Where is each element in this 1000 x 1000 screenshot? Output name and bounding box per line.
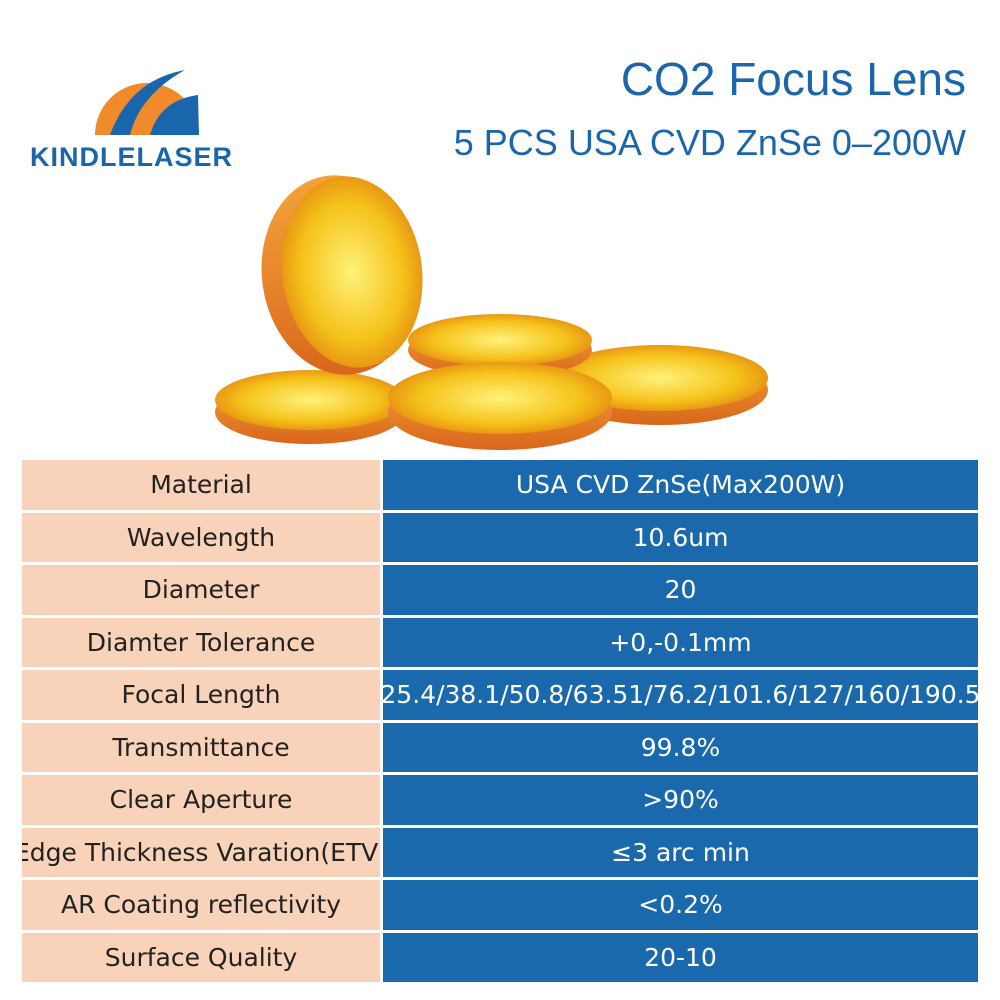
spec-value: +0,-0.1mm bbox=[383, 617, 978, 667]
spec-value: 10.6um bbox=[383, 512, 978, 562]
table-row: Diamter Tolerance +0,-0.1mm bbox=[22, 617, 978, 667]
lenses bbox=[215, 175, 768, 450]
table-row: Transmittance 99.8% bbox=[22, 722, 978, 772]
logo-text: KINDLELASER bbox=[30, 142, 234, 172]
spec-name: Clear Aperture bbox=[22, 775, 380, 825]
logo-mark bbox=[95, 70, 199, 135]
spec-value: ≤3 arc min bbox=[383, 827, 978, 877]
spec-name: Surface Quality bbox=[22, 932, 380, 982]
spec-value: 99.8% bbox=[383, 722, 978, 772]
table-row: Focal Length 25.4/38.1/50.8/63.51/76.2/10… bbox=[22, 670, 978, 720]
spec-value: >90% bbox=[383, 775, 978, 825]
spec-name: Focal Length bbox=[22, 670, 380, 720]
spec-name: AR Coating reflectivity bbox=[22, 880, 380, 930]
spec-name: Diameter bbox=[22, 565, 380, 615]
table-row: AR Coating reflectivity <0.2% bbox=[22, 880, 978, 930]
spec-name: Diamter Tolerance bbox=[22, 617, 380, 667]
table-row: Material USA CVD ZnSe(Max200W) bbox=[22, 460, 978, 510]
artwork bbox=[95, 70, 768, 450]
spec-value: <0.2% bbox=[383, 880, 978, 930]
table-row: Clear Aperture >90% bbox=[22, 775, 978, 825]
title: CO2 Focus Lens bbox=[620, 53, 966, 105]
table-row: Diameter 20 bbox=[22, 565, 978, 615]
spec-name: Edge Thickness Varation(ETV) bbox=[22, 827, 380, 877]
spec-name: Transmittance bbox=[22, 722, 380, 772]
spec-name: Material bbox=[22, 460, 380, 510]
table-row: Surface Quality 20-10 bbox=[22, 932, 978, 982]
subtitle: 5 PCS USA CVD ZnSe 0–200W bbox=[453, 122, 966, 163]
table-row: Wavelength 10.6um bbox=[22, 512, 978, 562]
spec-table: Material USA CVD ZnSe(Max200W) Wavelength 1… bbox=[22, 460, 978, 985]
spec-value: USA CVD ZnSe(Max200W) bbox=[383, 460, 978, 510]
spec-name: Wavelength bbox=[22, 512, 380, 562]
spec-value: 20-10 bbox=[383, 932, 978, 982]
spec-value: 20 bbox=[383, 565, 978, 615]
spec-value: 25.4/38.1/50.8/63.51/76.2/101.6/127/160/… bbox=[383, 670, 978, 720]
table-row: Edge Thickness Varation(ETV) ≤3 arc min bbox=[22, 827, 978, 877]
